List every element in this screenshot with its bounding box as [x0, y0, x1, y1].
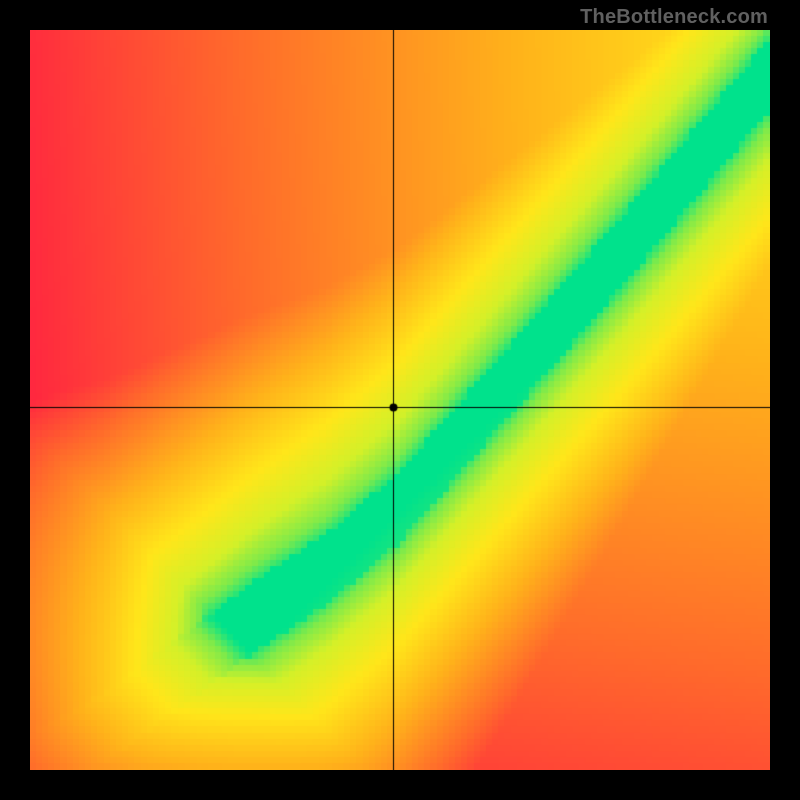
heatmap-plot — [30, 30, 770, 770]
heatmap-canvas — [30, 30, 770, 770]
watermark-text: TheBottleneck.com — [580, 6, 768, 29]
